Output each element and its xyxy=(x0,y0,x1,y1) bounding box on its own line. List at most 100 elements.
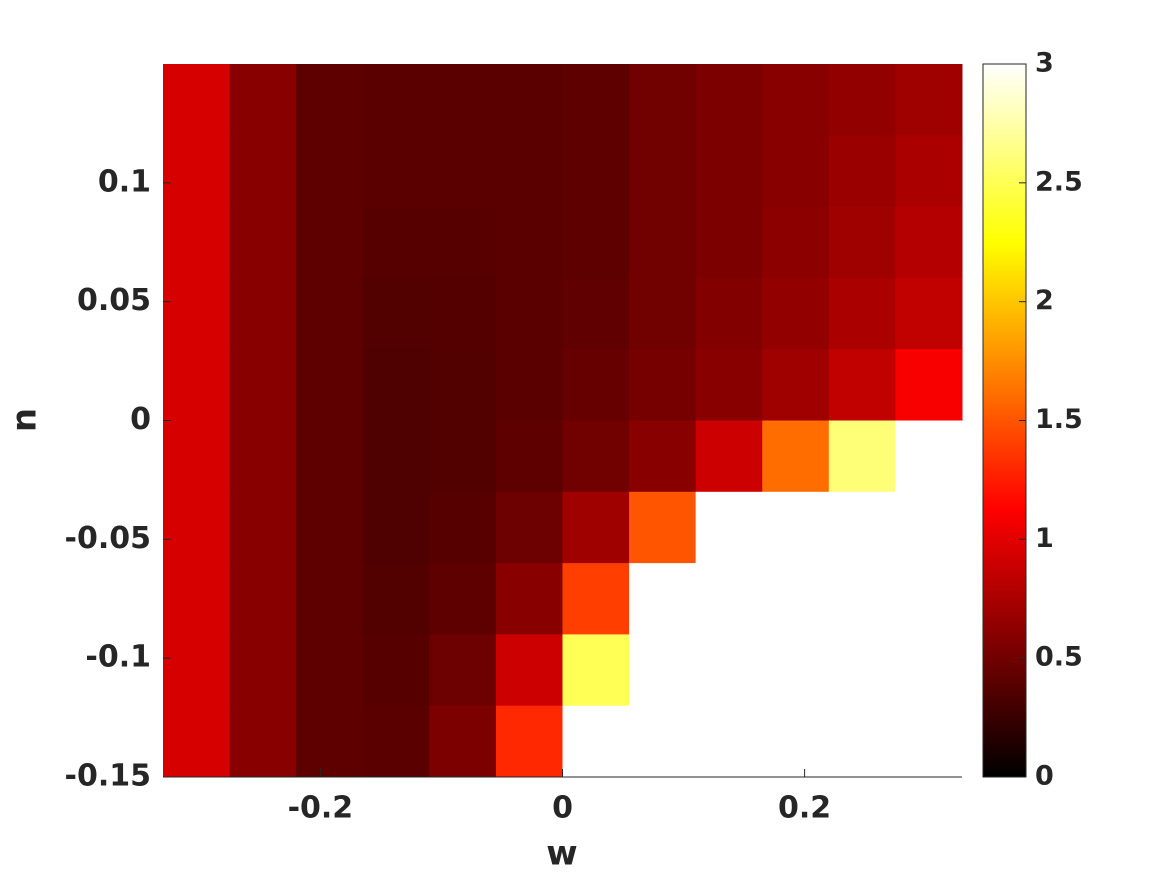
cell xyxy=(163,420,231,493)
cell xyxy=(296,135,364,208)
cell xyxy=(828,349,896,421)
cell xyxy=(229,349,297,421)
cell xyxy=(762,563,830,635)
cell xyxy=(629,64,697,136)
cell xyxy=(429,491,497,564)
cell xyxy=(895,277,963,350)
cell xyxy=(495,206,563,279)
cell xyxy=(895,420,963,493)
cell xyxy=(163,64,231,136)
colorbar-tick-label: 2.5 xyxy=(1035,166,1083,197)
cell xyxy=(562,634,630,707)
cell xyxy=(163,705,231,778)
x-tick-label: 0 xyxy=(552,791,573,826)
cell xyxy=(562,64,630,136)
colorbar-tick-label: 3 xyxy=(1035,48,1054,79)
cell xyxy=(562,277,630,350)
cell xyxy=(429,563,497,635)
cell xyxy=(695,491,763,564)
cell xyxy=(895,206,963,279)
cell xyxy=(163,349,231,421)
cell xyxy=(229,705,297,778)
cell xyxy=(229,420,297,493)
cell xyxy=(562,135,630,208)
cell xyxy=(895,634,963,707)
cell xyxy=(495,420,563,493)
cell xyxy=(362,277,430,350)
cell xyxy=(695,420,763,493)
cell xyxy=(828,206,896,279)
cell xyxy=(362,705,430,778)
cell xyxy=(229,277,297,350)
colorbar-tick-label: 1.5 xyxy=(1035,404,1083,435)
cell xyxy=(762,420,830,493)
cell xyxy=(629,634,697,707)
cell xyxy=(762,206,830,279)
cell xyxy=(629,491,697,564)
cell xyxy=(229,563,297,635)
cell xyxy=(296,705,364,778)
cell xyxy=(895,705,963,778)
cell xyxy=(629,135,697,208)
cell xyxy=(163,206,231,279)
y-tick-label: 0.1 xyxy=(98,164,151,199)
cell xyxy=(695,563,763,635)
field xyxy=(163,64,963,778)
cell xyxy=(762,277,830,350)
cell xyxy=(495,349,563,421)
y-tick-label: -0.05 xyxy=(65,521,151,556)
cell xyxy=(629,705,697,778)
y-axis-label: n xyxy=(5,408,45,432)
cell xyxy=(296,349,364,421)
cell xyxy=(828,277,896,350)
cell xyxy=(229,135,297,208)
cell xyxy=(828,420,896,493)
cell xyxy=(762,349,830,421)
cell xyxy=(762,705,830,778)
cell xyxy=(895,349,963,421)
cell xyxy=(495,705,563,778)
cell xyxy=(895,491,963,564)
cell xyxy=(629,349,697,421)
y-tick-label: 0 xyxy=(130,402,151,437)
cell xyxy=(629,563,697,635)
cell xyxy=(163,634,231,707)
y-tick-label: -0.15 xyxy=(65,759,151,794)
cell xyxy=(429,420,497,493)
cell xyxy=(828,64,896,136)
cell xyxy=(762,491,830,564)
cell xyxy=(495,135,563,208)
cell xyxy=(629,206,697,279)
colorbar-tick-label: 0.5 xyxy=(1035,642,1083,673)
cell xyxy=(495,277,563,350)
cell xyxy=(562,491,630,564)
cell xyxy=(695,206,763,279)
cell xyxy=(163,491,231,564)
cell xyxy=(495,634,563,707)
cell xyxy=(296,420,364,493)
cell xyxy=(229,206,297,279)
colorbar-tick-label: 1 xyxy=(1035,523,1054,554)
cell xyxy=(895,563,963,635)
cell xyxy=(762,64,830,136)
cell xyxy=(495,491,563,564)
cell xyxy=(562,563,630,635)
cell xyxy=(828,135,896,208)
cell xyxy=(362,491,430,564)
cell xyxy=(362,206,430,279)
cell xyxy=(562,705,630,778)
cell xyxy=(695,64,763,136)
cell xyxy=(362,634,430,707)
cell xyxy=(429,206,497,279)
cell xyxy=(495,64,563,136)
cell xyxy=(429,705,497,778)
x-tick-label: 0.2 xyxy=(778,791,831,826)
x-axis-label: w xyxy=(546,834,577,874)
cell xyxy=(296,634,364,707)
cell xyxy=(229,491,297,564)
y-tick-label: 0.05 xyxy=(77,283,151,318)
cell xyxy=(429,277,497,350)
cell xyxy=(229,634,297,707)
cell xyxy=(362,135,430,208)
